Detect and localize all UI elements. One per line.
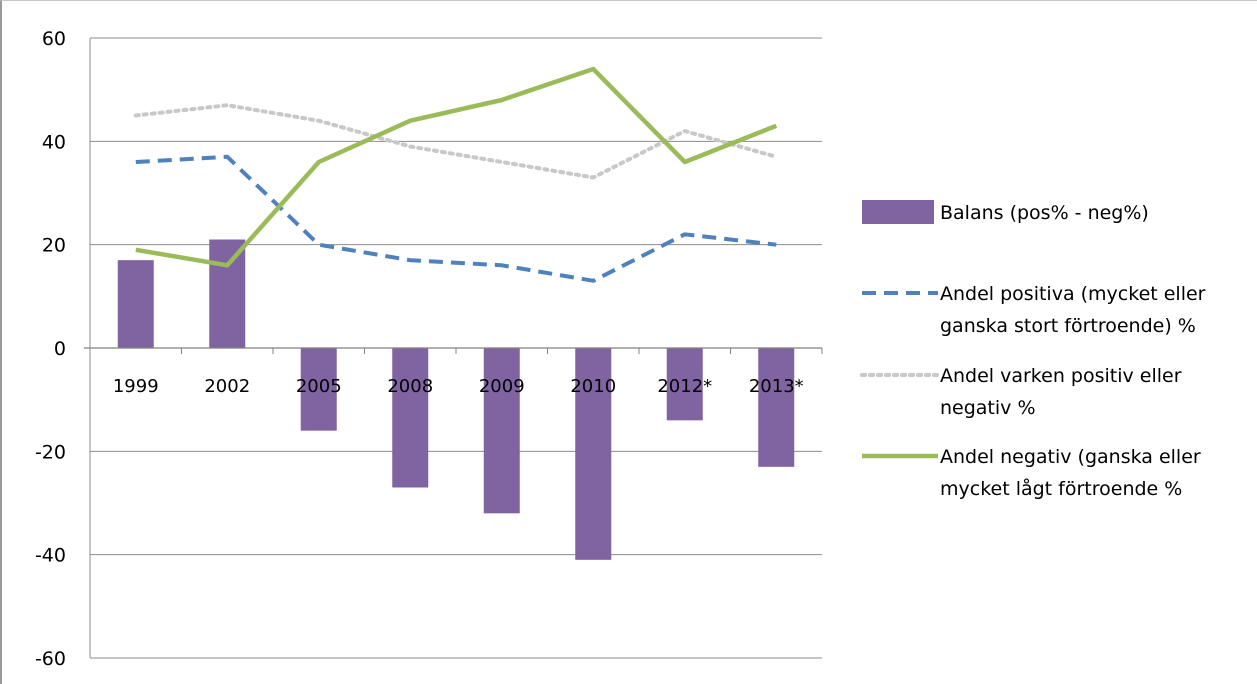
bar bbox=[117, 260, 154, 348]
legend: Balans (pos% - neg%) Andel positiva (myck… bbox=[860, 200, 1206, 500]
y-tick-label: 20 bbox=[42, 235, 66, 257]
x-axis bbox=[84, 38, 823, 658]
legend-label: negativ % bbox=[940, 397, 1036, 419]
bar bbox=[483, 348, 520, 514]
y-axis-ticks: 60 40 20 0 -20 -40 -60 bbox=[35, 28, 66, 670]
legend-label: ganska stort förtroende) % bbox=[940, 315, 1196, 337]
series-line-dashed bbox=[135, 154, 777, 283]
y-tick-label: 40 bbox=[42, 131, 66, 153]
legend-label: Balans (pos% - neg%) bbox=[940, 202, 1149, 224]
y-tick-label: 0 bbox=[54, 338, 66, 360]
legend-label: mycket lågt förtroende % bbox=[940, 477, 1182, 500]
legend-label: Andel varken positiv eller bbox=[940, 365, 1182, 387]
legend-swatch-bar bbox=[862, 200, 934, 224]
bar bbox=[209, 239, 246, 348]
category-label: 2013* bbox=[749, 376, 804, 397]
category-label: 2009 bbox=[479, 376, 525, 397]
line-series bbox=[133, 66, 779, 283]
series-line-dotted bbox=[133, 103, 779, 180]
legend-label: Andel negativ (ganska eller bbox=[940, 446, 1201, 468]
gridlines bbox=[90, 37, 822, 659]
bar bbox=[666, 348, 703, 421]
category-label: 2010 bbox=[570, 376, 616, 397]
bar bbox=[575, 348, 612, 560]
category-label: 2008 bbox=[387, 376, 433, 397]
bar bbox=[392, 348, 429, 488]
category-labels: 1999 2002 2005 2008 2009 2010 2012* 2013* bbox=[113, 376, 804, 397]
category-label: 2005 bbox=[296, 376, 342, 397]
y-tick-label: -40 bbox=[35, 545, 66, 567]
category-label: 1999 bbox=[113, 376, 159, 397]
legend-label: Andel positiva (mycket eller bbox=[940, 283, 1206, 305]
y-tick-label: 60 bbox=[42, 28, 66, 50]
series-line-solid bbox=[135, 66, 778, 268]
bar bbox=[758, 348, 795, 467]
bar bbox=[300, 348, 337, 431]
bar-series bbox=[117, 239, 795, 560]
y-tick-label: -60 bbox=[35, 648, 66, 670]
category-label: 2012* bbox=[657, 376, 712, 397]
y-tick-label: -20 bbox=[35, 441, 66, 463]
category-label: 2002 bbox=[204, 376, 250, 397]
